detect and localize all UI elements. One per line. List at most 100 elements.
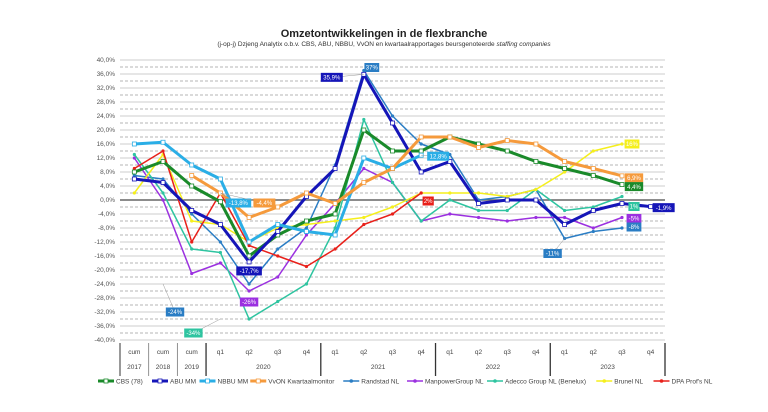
data-label: -26% xyxy=(239,297,259,307)
data-point xyxy=(419,219,423,223)
x-tick-label: q4 xyxy=(647,349,655,356)
data-point xyxy=(418,134,424,140)
legend-item: ABU MM xyxy=(152,378,196,385)
data-point xyxy=(246,253,252,259)
series-line xyxy=(134,69,623,285)
x-tick-label: q2 xyxy=(360,349,368,356)
data-label-text: 4,4% xyxy=(627,185,641,191)
x-tick-label: cum xyxy=(128,349,140,356)
legend-item: CBS (78) xyxy=(98,378,143,385)
data-point xyxy=(419,142,423,146)
x-tick-label: q2 xyxy=(475,349,483,356)
data-point xyxy=(160,159,166,164)
x-axis: cum 2017 cum 2018 cum 2019 q1 q2 q3 q4 2020 q1 q2 q3 q… xyxy=(119,343,666,376)
data-label: 37% xyxy=(364,63,380,72)
legend-item: Brunel NL xyxy=(596,378,644,385)
subtitle-italic: staffing companies xyxy=(496,41,551,48)
data-point xyxy=(246,259,252,265)
legend-label: NBBU MM xyxy=(218,378,249,385)
data-point xyxy=(620,194,624,199)
data-point xyxy=(304,190,309,196)
data-point xyxy=(161,198,165,202)
data-point xyxy=(533,159,539,164)
data-point xyxy=(247,317,251,321)
legend-marker xyxy=(493,379,497,383)
x-tick-label: q2 xyxy=(245,349,253,356)
data-point xyxy=(361,155,367,161)
data-point xyxy=(591,149,595,153)
data-point xyxy=(246,215,252,220)
data-labels: 35,9% 37% -13,8% -4,4% 12,8% 2% -17,7% -24% -26%… xyxy=(162,63,675,338)
data-point xyxy=(476,191,481,195)
data-point xyxy=(332,211,338,217)
data-point xyxy=(333,219,337,223)
legend-item: NBBU MM xyxy=(199,378,249,385)
series-line xyxy=(190,135,623,219)
data-label-text: -24% xyxy=(168,310,183,316)
data-point xyxy=(563,208,567,213)
data-point xyxy=(189,173,195,178)
data-point xyxy=(332,232,338,238)
series-lines xyxy=(131,68,654,321)
data-point xyxy=(390,180,395,185)
data-label: 12,8% xyxy=(421,151,450,161)
data-label-box xyxy=(624,139,640,149)
data-label-box xyxy=(225,198,252,208)
data-label-text: -34% xyxy=(186,331,201,337)
legend-label: CBS (78) xyxy=(116,378,143,385)
data-label-box xyxy=(624,182,644,192)
data-point xyxy=(448,198,452,202)
data-point xyxy=(418,148,424,154)
data-point xyxy=(189,162,195,168)
data-point xyxy=(476,215,481,220)
data-point xyxy=(419,191,423,195)
y-tick-label: 20,0% xyxy=(97,127,116,134)
data-point xyxy=(448,191,452,195)
data-point xyxy=(476,201,481,206)
data-point xyxy=(590,166,596,171)
data-label-text: -11% xyxy=(546,252,560,258)
data-point xyxy=(247,243,251,248)
series-vvon-kwartaalmonitor xyxy=(189,134,625,220)
data-point xyxy=(418,169,424,175)
data-point xyxy=(504,138,510,143)
data-point xyxy=(333,247,337,251)
data-point xyxy=(304,264,309,269)
data-point xyxy=(361,127,367,133)
data-label-text: 16% xyxy=(626,142,639,148)
data-point xyxy=(161,191,165,195)
data-label-box xyxy=(624,173,644,183)
data-label-text: -13,8% xyxy=(229,201,249,207)
data-label-box xyxy=(184,328,203,338)
legend-label: Brunel NL xyxy=(614,378,643,385)
data-point xyxy=(332,166,338,171)
data-point xyxy=(533,141,539,147)
legend-label: Randstad NL xyxy=(361,378,399,385)
x-tick-label: q1 xyxy=(446,349,454,356)
data-point xyxy=(534,215,538,220)
data-point xyxy=(247,289,251,293)
legend-marker xyxy=(255,378,261,384)
data-point xyxy=(390,205,395,209)
y-tick-label: -32,0% xyxy=(94,309,115,316)
data-label-text: 12,8% xyxy=(430,154,448,160)
data-point xyxy=(218,240,222,244)
data-point xyxy=(361,180,367,185)
y-tick-label: -24,0% xyxy=(94,281,115,288)
data-label-text: -4,4% xyxy=(257,201,273,207)
x-group-label: 2020 xyxy=(256,364,271,371)
data-point xyxy=(591,205,595,209)
data-point xyxy=(562,166,568,171)
series-line xyxy=(133,143,623,243)
data-point xyxy=(534,187,538,192)
data-label: -4,4% xyxy=(220,192,276,208)
x-tick-label: q4 xyxy=(303,349,311,356)
data-label: -11% xyxy=(543,238,565,258)
data-label: 16% xyxy=(624,139,640,149)
y-tick-label: 32,0% xyxy=(97,85,116,92)
subtitle-text: (j-op-j) Dzjeng Analytix o.b.v. CBS, ABU… xyxy=(217,41,495,48)
legend-marker xyxy=(413,379,417,383)
data-point xyxy=(504,148,510,154)
data-point xyxy=(190,219,194,223)
